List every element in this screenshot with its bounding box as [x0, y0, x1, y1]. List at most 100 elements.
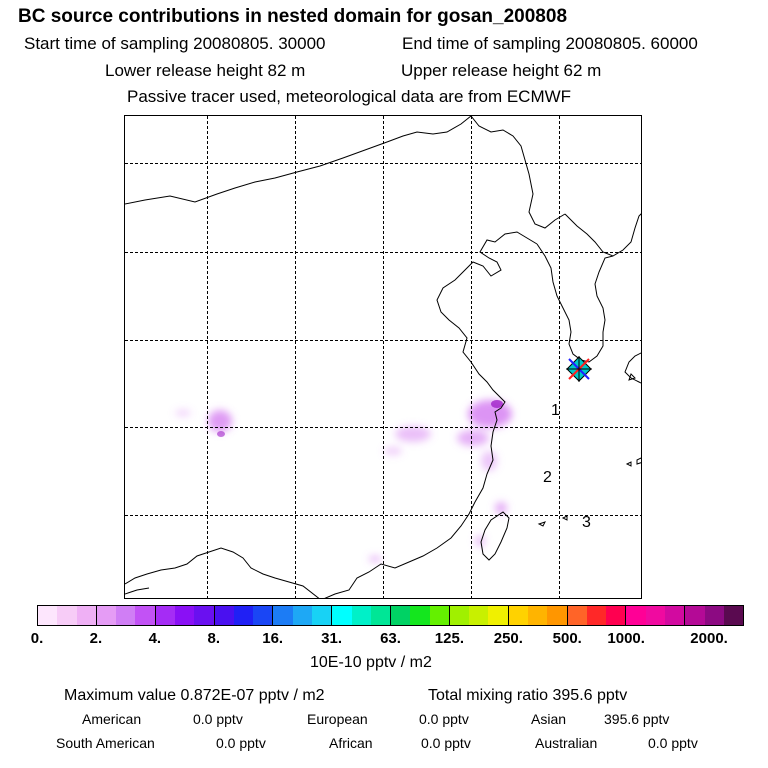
- color-scale-tick-label: 2000.: [690, 630, 728, 647]
- plume-patch: [475, 535, 485, 547]
- region-australian-label: Australian: [535, 735, 598, 751]
- marker-label-1: 1: [551, 402, 560, 419]
- region-south-american-label: South American: [56, 735, 155, 751]
- color-scale-tick-label: 250.: [493, 630, 523, 647]
- color-scale-segment: [606, 606, 627, 625]
- island: [628, 373, 636, 381]
- color-scale-segment: [135, 606, 156, 625]
- color-scale-tick-label: 2.: [89, 630, 103, 647]
- color-scale-tick-label: 8.: [207, 630, 221, 647]
- color-scale-segment: [723, 606, 744, 625]
- color-scale-segment: [626, 606, 646, 625]
- color-scale-segment: [214, 606, 234, 625]
- plume-patch: [369, 556, 381, 562]
- color-scale-tick-label: 500.: [552, 630, 582, 647]
- region-african-label: African: [329, 735, 373, 751]
- color-scale-segment: [174, 606, 195, 625]
- concentration-plume: [175, 400, 512, 562]
- japan-coast: [624, 352, 641, 384]
- plume-patch: [457, 430, 489, 446]
- color-scale-tick-label: 16.: [262, 630, 284, 647]
- color-scale-segment: [194, 606, 215, 625]
- color-scale-tick-label: 4.: [148, 630, 162, 647]
- korea-border: [564, 213, 641, 257]
- region-australian-value: 0.0 pptv: [648, 735, 698, 751]
- total-mixing-ratio-text: Total mixing ratio 395.6 pptv: [428, 687, 628, 704]
- color-scale-segment: [96, 606, 117, 625]
- plume-patch: [395, 426, 431, 442]
- color-scale-segment: [57, 606, 77, 625]
- region-asian-label: Asian: [531, 711, 567, 727]
- color-scale-segment: [685, 606, 705, 625]
- taiwan: [480, 511, 510, 561]
- color-scale-tick-label: 0.: [30, 630, 44, 647]
- region-european-value: 0.0 pptv: [419, 711, 469, 727]
- lower-height-text: Lower release height 82 m: [105, 61, 306, 80]
- color-scale-segment: [469, 606, 489, 625]
- region-south-american-value: 0.0 pptv: [216, 735, 266, 751]
- plume-core: [491, 400, 503, 408]
- korea-west-coast: [536, 243, 614, 363]
- plume-patch: [208, 410, 232, 432]
- color-scale-segment: [586, 606, 607, 625]
- island: [561, 515, 568, 521]
- color-scale-segment: [567, 606, 587, 625]
- color-scale-segment: [528, 606, 548, 625]
- color-scale-segment: [233, 606, 254, 625]
- marker-label-3: 3: [582, 514, 591, 531]
- color-scale-segment: [311, 606, 333, 625]
- color-scale-tick-label: 63.: [380, 630, 401, 647]
- plume-patch: [481, 451, 497, 471]
- hainan-coast: [125, 547, 320, 598]
- map-panel: 1 2 3: [124, 115, 642, 599]
- color-scale-segment: [38, 606, 58, 625]
- color-scale-bar: [37, 605, 744, 626]
- map-canvas: 1 2 3: [125, 116, 641, 598]
- receptor-marker: [566, 356, 592, 382]
- region-african-value: 0.0 pptv: [421, 735, 471, 751]
- color-scale-segment: [429, 606, 450, 625]
- color-scale-segment: [332, 606, 352, 625]
- upper-height-text: Upper release height 62 m: [401, 61, 602, 80]
- color-scale-segment: [391, 606, 411, 625]
- plume-patch: [495, 502, 507, 514]
- color-scale-segment: [449, 606, 470, 625]
- island: [537, 521, 546, 527]
- region-american-label: American: [82, 711, 142, 727]
- color-scale-units: 10E-10 pptv / m2: [310, 654, 432, 671]
- region-european-label: European: [307, 711, 368, 727]
- color-scale-segment: [253, 606, 274, 625]
- plume-patch: [175, 410, 191, 416]
- color-scale-segment: [508, 606, 529, 625]
- color-scale-tick-label: 31.: [321, 630, 343, 647]
- color-scale-segment: [155, 606, 175, 625]
- color-scale-segment: [488, 606, 509, 625]
- color-scale-segment: [410, 606, 430, 625]
- hainan-inner: [125, 587, 150, 595]
- color-scale-segment: [76, 606, 97, 625]
- color-scale-segment: [704, 606, 724, 625]
- plume-patch: [384, 447, 402, 455]
- maximum-value-text: Maximum value 0.872E-07 pptv / m2: [64, 687, 325, 704]
- plume-core: [217, 431, 225, 437]
- start-time-text: Start time of sampling 20080805. 30000: [24, 34, 326, 53]
- plume-patch: [468, 400, 512, 428]
- island: [636, 457, 641, 465]
- island: [625, 461, 632, 467]
- color-scale-tick-label: 125.: [434, 630, 465, 647]
- color-scale-segment: [292, 606, 312, 625]
- region-asian-value: 395.6 pptv: [604, 711, 670, 727]
- color-scale-segment: [273, 606, 293, 625]
- border-north: [470, 116, 566, 229]
- marker-label-2: 2: [543, 469, 552, 486]
- mongolia-border: [125, 116, 472, 205]
- color-scale-segment: [351, 606, 371, 625]
- color-scale-segment: [645, 606, 665, 625]
- figure-title: BC source contributions in nested domain…: [18, 6, 568, 27]
- color-scale-segment: [116, 606, 136, 625]
- end-time-text: End time of sampling 20080805. 60000: [402, 34, 698, 53]
- tracer-note-text: Passive tracer used, meteorological data…: [127, 87, 572, 106]
- color-scale-segment: [370, 606, 392, 625]
- color-scale-segment: [665, 606, 686, 625]
- lat-lon-grid: [125, 116, 641, 598]
